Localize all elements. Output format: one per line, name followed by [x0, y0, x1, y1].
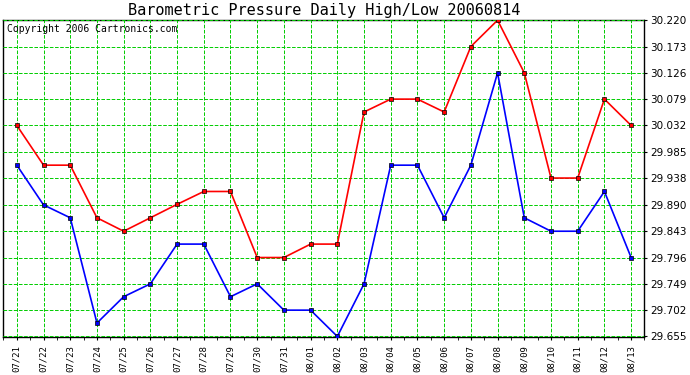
Title: Barometric Pressure Daily High/Low 20060814: Barometric Pressure Daily High/Low 20060…	[128, 3, 520, 18]
Text: Copyright 2006 Cartronics.com: Copyright 2006 Cartronics.com	[7, 24, 177, 34]
